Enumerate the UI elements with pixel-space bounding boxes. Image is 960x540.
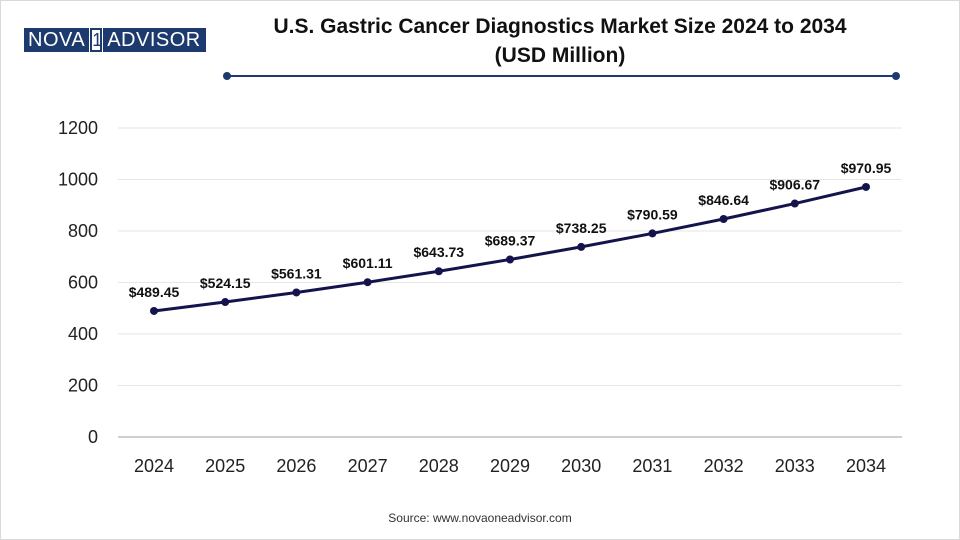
x-tick-label: 2024 [134, 456, 174, 476]
title-rule-dot-left [223, 72, 231, 80]
data-point [150, 306, 158, 315]
title-rule-dot-right [892, 72, 900, 80]
logo-text-one: 1 [90, 28, 103, 52]
data-point [292, 288, 301, 297]
y-tick-label: 200 [68, 376, 98, 396]
chart-title-line-1: U.S. Gastric Cancer Diagnostics Market S… [273, 15, 847, 38]
data-label: $643.73 [413, 244, 464, 260]
x-tick-label: 2032 [704, 456, 744, 476]
data-label: $790.59 [627, 206, 678, 222]
data-label: $524.15 [200, 275, 251, 291]
y-tick-label: 1200 [58, 118, 98, 138]
x-tick-label: 2029 [490, 456, 530, 476]
x-tick-label: 2031 [632, 456, 672, 476]
brand-logo: NOVA 1 ADVISOR [24, 28, 206, 52]
x-tick-label: 2025 [205, 456, 245, 476]
data-point [648, 229, 657, 238]
x-tick-label: 2026 [276, 456, 316, 476]
data-label: $489.45 [129, 284, 180, 300]
y-axis: 0 200 400 600 800 1000 1200 [58, 118, 98, 447]
logo-text-nova: NOVA [24, 28, 90, 52]
x-tick-label: 2028 [419, 456, 459, 476]
data-label: $561.31 [271, 265, 322, 281]
y-tick-label: 600 [68, 273, 98, 293]
x-axis: 2024 2025 2026 2027 2028 2029 2030 2031 2032 2033… [118, 436, 902, 476]
data-point [434, 267, 443, 276]
logo-text-advisor: ADVISOR [103, 28, 206, 52]
y-tick-label: 0 [88, 427, 98, 447]
y-tick-label: 800 [68, 221, 98, 241]
data-label: $970.95 [841, 160, 892, 176]
data-points [150, 182, 870, 315]
data-point [506, 255, 514, 264]
x-tick-label: 2033 [775, 456, 815, 476]
y-tick-label: 400 [68, 324, 98, 344]
y-tick-label: 1000 [58, 170, 98, 190]
data-point [221, 298, 230, 307]
gridlines [118, 127, 902, 386]
data-point [363, 278, 372, 287]
data-point [577, 242, 586, 251]
data-labels: $489.45 $524.15 $561.31 $601.11 $643.73 $689.… [129, 160, 892, 300]
data-label: $906.67 [769, 177, 820, 193]
series-polyline [153, 185, 867, 313]
x-tick-label: 2027 [348, 456, 388, 476]
data-label: $846.64 [698, 192, 749, 208]
data-point [790, 199, 799, 208]
x-tick-label: 2030 [561, 456, 601, 476]
data-label: $601.11 [343, 255, 393, 271]
data-point [862, 182, 870, 191]
chart-title: U.S. Gastric Cancer Diagnostics Market S… [210, 12, 910, 70]
source-note: Source: www.novaoneadvisor.com [388, 511, 572, 525]
data-label: $689.37 [485, 232, 536, 248]
series-line [153, 185, 867, 313]
data-point [719, 214, 728, 223]
data-label: $738.25 [556, 220, 607, 236]
chart-title-line-2: (USD Million) [494, 44, 626, 67]
x-tick-label: 2034 [846, 456, 886, 476]
title-rule [223, 72, 900, 80]
